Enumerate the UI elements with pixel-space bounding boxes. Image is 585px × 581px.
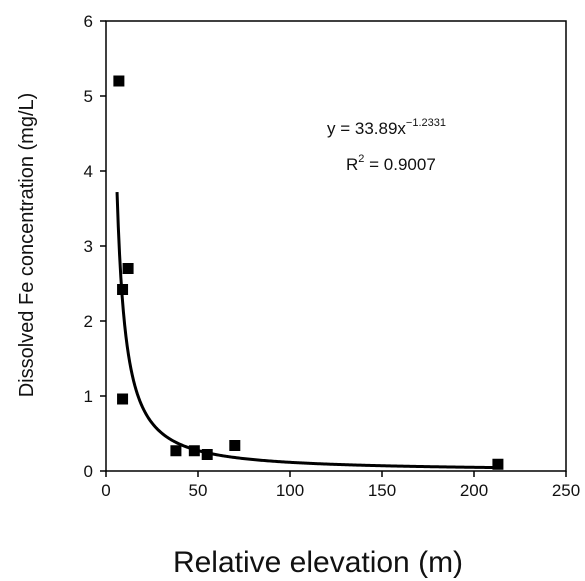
- data-point: [117, 393, 129, 405]
- y-tick-label: 0: [84, 462, 93, 481]
- y-tick-label: 3: [84, 237, 93, 256]
- data-point: [229, 440, 241, 451]
- power-fit-curve: [115, 191, 498, 470]
- r-squared-value: = 0.9007: [364, 155, 435, 174]
- data-point: [188, 445, 200, 457]
- y-axis-title: Dissolved Fe concentration (mg/L): [16, 93, 38, 398]
- data-point: [113, 75, 125, 87]
- fit-equation-exponent: −1.2331: [406, 117, 446, 129]
- x-tick-label: 0: [101, 481, 110, 500]
- data-point: [170, 445, 182, 457]
- y-tick-label: 4: [84, 162, 93, 181]
- x-axis-title: Relative elevation (m): [173, 546, 463, 579]
- r-squared-superscript: 2: [358, 153, 364, 165]
- x-tick-label: 150: [368, 481, 396, 500]
- data-points-layer: [113, 75, 504, 470]
- x-tick-label: 250: [552, 481, 580, 500]
- r-squared-label: R2 = 0.9007: [346, 153, 436, 174]
- y-tick-label: 5: [84, 87, 93, 106]
- data-point: [122, 263, 134, 274]
- fit-equation-text: y = 33.89x: [327, 119, 406, 138]
- data-point: [117, 284, 129, 295]
- x-tick-label: 200: [460, 481, 488, 500]
- data-point: [201, 449, 213, 460]
- plot-frame: [105, 20, 567, 472]
- y-tick-label: 1: [84, 387, 93, 406]
- x-axis-ticks: 0 50 100 150 200 250: [101, 471, 580, 500]
- y-tick-label: 6: [84, 12, 93, 31]
- data-point: [492, 458, 504, 470]
- x-tick-label: 50: [189, 481, 208, 500]
- fit-equation: y = 33.89x−1.2331: [327, 117, 446, 138]
- y-axis-ticks: 0 1 2 3 4 5 6: [84, 12, 106, 481]
- r-squared-prefix: R: [346, 155, 358, 174]
- y-tick-label: 2: [84, 312, 93, 331]
- plot-border: [105, 20, 567, 472]
- x-tick-label: 100: [276, 481, 304, 500]
- fit-curve-layer: [115, 191, 498, 470]
